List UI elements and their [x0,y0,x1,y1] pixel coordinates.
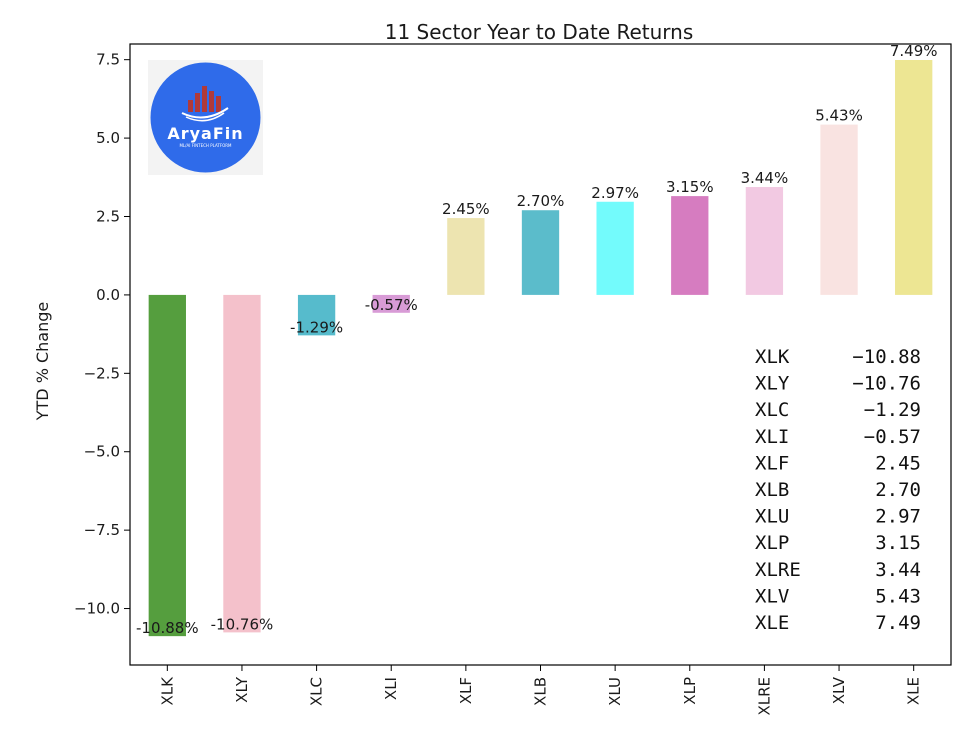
bar-xlv [820,124,858,295]
data-label-xly: -10.76% [211,615,274,633]
summary-value: −10.76 [852,373,921,395]
x-axis-ticks: XLK XLY XLC XLI XLF XLB XLU XLP XLRE XLV XLE [158,665,923,716]
y-tick-label: −7.5 [84,521,120,539]
x-tick-label-xlb: XLB [532,677,550,706]
bar-xlk [148,294,186,637]
data-label-xle: 7.49% [890,42,938,60]
logo-tagline: ML/AI FINTECH PLATFORM [179,143,232,148]
summary-value: 3.44 [875,559,921,581]
logo-bar [188,100,193,112]
y-tick-label: −10.0 [74,600,120,618]
summary-ticker: XLP [755,532,789,554]
aryafin-logo: AryaFin ML/AI FINTECH PLATFORM [148,60,263,175]
summary-value: 5.43 [875,585,921,607]
bars-group [148,59,933,637]
logo-bar [216,96,221,112]
bar-xli [372,294,410,313]
bar-xle [895,59,933,295]
x-tick-label-xlf: XLF [457,677,475,704]
chart-title: 11 Sector Year to Date Returns [385,20,694,44]
logo-swoosh [185,112,225,122]
y-tick-label: 2.5 [96,208,120,226]
summary-value: 3.15 [875,532,921,554]
x-tick-label-xlu: XLU [606,677,624,706]
summary-value: 2.45 [875,452,921,474]
bar-xly [223,294,261,633]
y-tick-label: 7.5 [96,51,120,69]
x-tick-label-xlv: XLV [830,676,848,704]
summary-value: −10.88 [852,346,921,368]
data-labels-group: -10.88% -10.76% -1.29% -0.57% 2.45% 2.70% 2.97… [136,42,937,637]
data-label-xlu: 2.97% [591,184,639,202]
data-label-xlf: 2.45% [442,200,490,218]
bar-xlc [297,294,336,336]
logo-bar [209,91,214,112]
data-label-xlc: -1.29% [290,318,343,336]
summary-ticker: XLU [755,506,789,528]
y-tick-label: −5.0 [84,443,120,461]
bar-xlb [521,210,560,295]
summary-ticker: XLF [755,452,789,474]
y-tick-label: −2.5 [84,364,120,382]
summary-value: 7.49 [875,612,921,634]
summary-ticker: XLE [755,612,789,634]
logo-name: AryaFin [167,124,243,143]
summary-ticker: XLK [755,346,790,368]
x-tick-label-xlk: XLK [158,676,176,706]
x-tick-label-xlre: XLRE [755,677,773,716]
summary-ticker: XLI [755,426,789,448]
y-tick-label: 5.0 [96,129,120,147]
logo-building-bars [188,86,221,112]
data-label-xlk: -10.88% [136,619,199,637]
logo-swoosh [181,107,229,119]
x-tick-label-xlp: XLP [681,677,699,705]
bar-xlf [447,218,485,295]
plot-frame [129,43,952,666]
bar-xlu [596,201,634,295]
x-tick-label-xlc: XLC [308,677,326,706]
bar-xlre [745,187,784,295]
data-label-xlv: 5.43% [815,107,863,125]
summary-ticker: XLY [755,373,790,395]
summary-ticker: XLRE [755,559,801,581]
x-tick-label-xle: XLE [905,677,923,705]
summary-table: XLK −10.88 XLY −10.76 XLC −1.29 XLI −0.57 XLF 2.4… [755,346,921,634]
summary-value: 2.97 [875,506,921,528]
logo-bar [202,86,207,112]
summary-ticker: XLC [755,399,789,421]
summary-ticker: XLB [755,479,789,501]
logo-bar [195,93,200,112]
y-axis-label: YTD % Change [33,302,52,422]
summary-value: −1.29 [864,399,921,421]
x-tick-label-xly: XLY [233,676,251,703]
data-label-xli: -0.57% [365,296,418,314]
x-tick-label-xli: XLI [382,677,400,700]
y-tick-label: 0.0 [96,286,120,304]
data-label-xlp: 3.15% [666,178,714,196]
summary-ticker: XLV [755,585,789,607]
data-label-xlb: 2.70% [517,192,565,210]
summary-value: −0.57 [864,426,921,448]
bar-xlp [671,196,709,295]
summary-value: 2.70 [875,479,921,501]
data-label-xlre: 3.44% [741,169,789,187]
y-axis-ticks: 7.5 5.0 2.5 0.0 −2.5 −5.0 −7.5 −10.0 [74,51,130,618]
